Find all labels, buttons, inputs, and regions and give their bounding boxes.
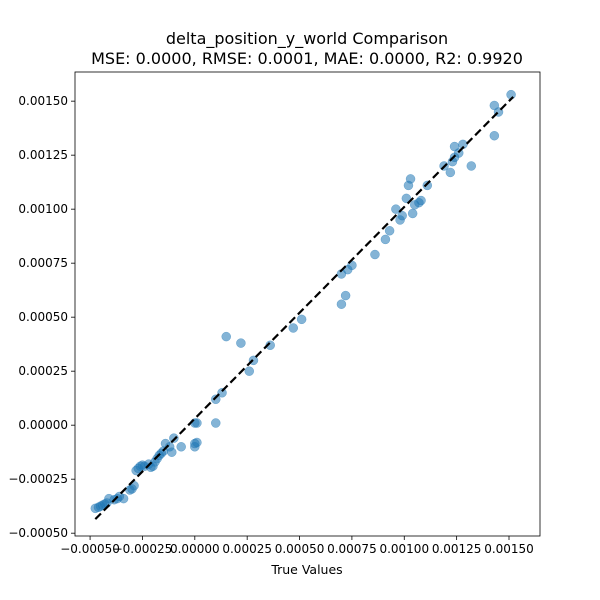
data-point bbox=[370, 249, 380, 260]
data-point bbox=[405, 174, 416, 184]
y-tick-label: 0.00125 bbox=[18, 148, 68, 162]
data-point bbox=[236, 338, 246, 348]
data-point bbox=[466, 161, 477, 171]
x-tick-label: 0.00150 bbox=[484, 542, 534, 556]
reference-line bbox=[94, 96, 514, 520]
data-point bbox=[167, 447, 177, 457]
x-tick-label: 0.00025 bbox=[222, 542, 272, 556]
data-point bbox=[211, 418, 221, 428]
y-tick-label: −0.00025 bbox=[8, 472, 68, 486]
plot-area bbox=[90, 89, 516, 520]
data-point bbox=[169, 433, 179, 443]
x-tick-label: 0.00100 bbox=[379, 542, 429, 556]
x-tick-label: 0.00000 bbox=[170, 542, 220, 556]
data-point bbox=[416, 195, 426, 206]
axes-frame bbox=[74, 71, 541, 537]
data-point bbox=[288, 323, 299, 333]
y-tick-label: 0.00100 bbox=[18, 202, 68, 216]
data-point bbox=[422, 180, 433, 191]
data-point bbox=[380, 234, 391, 245]
data-point bbox=[489, 130, 500, 141]
data-point bbox=[118, 493, 129, 504]
data-point bbox=[176, 442, 186, 452]
data-point bbox=[384, 226, 395, 236]
x-tick-label: −0.00025 bbox=[113, 542, 173, 556]
y-tick-label: −0.00050 bbox=[8, 526, 68, 540]
data-point bbox=[445, 167, 456, 178]
data-point bbox=[265, 340, 275, 351]
chart-subtitle: MSE: 0.0000, RMSE: 0.0001, MAE: 0.0000, … bbox=[91, 49, 523, 68]
data-point bbox=[391, 204, 401, 214]
data-point bbox=[217, 388, 227, 398]
x-axis-label: True Values bbox=[270, 562, 342, 577]
y-axis: −0.00050 −0.00025 0.00000 0.00025 0.00050 0.0… bbox=[8, 94, 75, 540]
chart-title: delta_position_y_world Comparison bbox=[166, 29, 448, 49]
data-point bbox=[211, 394, 221, 405]
data-point bbox=[407, 208, 418, 219]
y-tick-label: 0.00075 bbox=[18, 256, 68, 270]
data-point bbox=[244, 366, 255, 376]
y-tick-label: 0.00025 bbox=[18, 364, 68, 378]
data-point bbox=[192, 418, 202, 428]
x-tick-label: 0.00075 bbox=[327, 542, 377, 556]
data-point bbox=[192, 437, 202, 448]
y-tick-label: 0.00150 bbox=[18, 94, 68, 108]
y-tick-label: 0.00050 bbox=[18, 310, 68, 324]
x-tick-label: 0.00125 bbox=[432, 542, 482, 556]
x-tick-label: −0.00050 bbox=[60, 542, 120, 556]
y-tick-label: 0.00000 bbox=[18, 418, 68, 432]
data-point bbox=[221, 331, 231, 342]
data-point bbox=[397, 210, 407, 221]
data-point bbox=[401, 193, 412, 204]
x-tick-label: 0.00050 bbox=[275, 542, 325, 556]
data-point bbox=[340, 290, 351, 301]
data-point bbox=[296, 314, 307, 325]
data-point bbox=[336, 299, 347, 309]
